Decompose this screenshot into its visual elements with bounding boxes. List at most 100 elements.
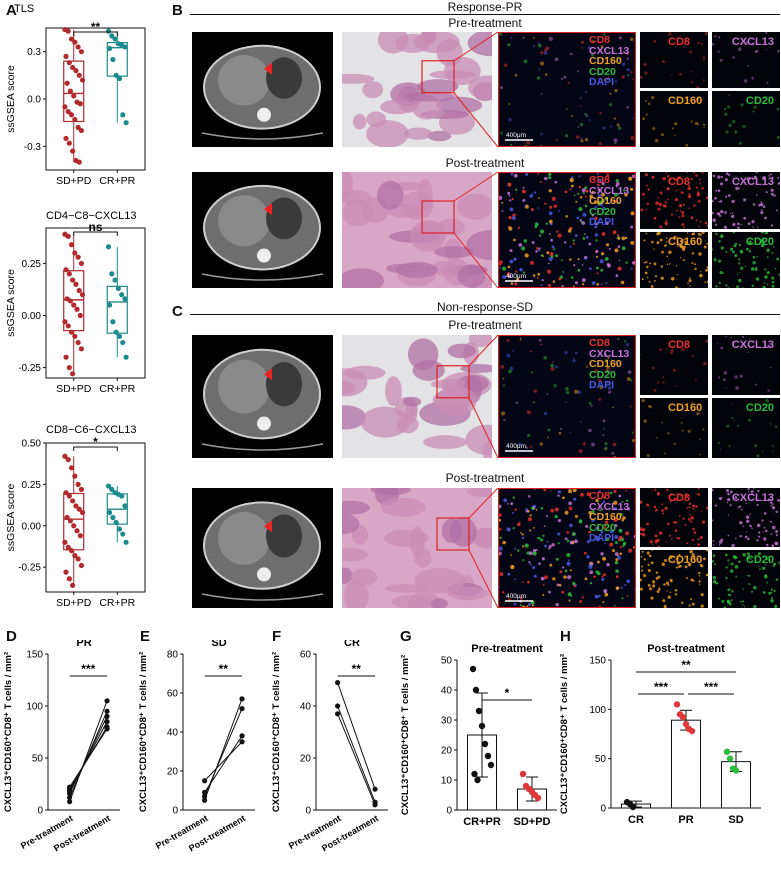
data-point bbox=[68, 465, 75, 471]
cell-dot bbox=[572, 239, 575, 242]
chart-title: CR bbox=[344, 640, 360, 649]
cell-dot bbox=[731, 199, 735, 204]
tissue-blob bbox=[416, 79, 459, 94]
data-point bbox=[62, 453, 68, 459]
cell-dot bbox=[502, 266, 507, 271]
cell-dot bbox=[577, 258, 580, 261]
cell-dot bbox=[581, 264, 584, 266]
data-point bbox=[79, 292, 86, 298]
cell-dot bbox=[662, 598, 666, 602]
cell-dot bbox=[569, 178, 574, 183]
cell-dot bbox=[761, 450, 764, 453]
cell-dot bbox=[540, 507, 544, 510]
he-stain-image bbox=[342, 488, 492, 608]
cell-dot bbox=[702, 557, 706, 560]
cell-dot bbox=[712, 544, 715, 546]
data-point bbox=[726, 755, 734, 762]
y-tick-label: 0.0 bbox=[27, 95, 41, 106]
cell-dot bbox=[719, 235, 721, 238]
cell-dot bbox=[682, 258, 685, 261]
data-point bbox=[682, 720, 690, 728]
cell-dot bbox=[573, 497, 577, 501]
cell-dot bbox=[586, 555, 590, 559]
cell-dot bbox=[605, 243, 610, 247]
cell-dot bbox=[706, 224, 708, 227]
cell-dot bbox=[608, 390, 612, 394]
cell-dot bbox=[588, 511, 593, 515]
cell-dot bbox=[599, 385, 603, 389]
cell-dot bbox=[670, 276, 675, 281]
y-axis-label: CXCL13⁺CD160⁺CD8⁺ T cells / mm² bbox=[559, 654, 570, 814]
data-point bbox=[66, 364, 72, 371]
cell-dot bbox=[558, 431, 562, 435]
x-tick-label: SD+PD bbox=[56, 383, 92, 395]
red-arrow-marker bbox=[264, 62, 272, 75]
cell-dot bbox=[569, 540, 574, 545]
cell-dot bbox=[735, 537, 737, 540]
cell-dot bbox=[689, 597, 692, 600]
cell-dot bbox=[683, 238, 685, 240]
significance-label: ** bbox=[91, 20, 101, 34]
cell-dot bbox=[669, 177, 672, 181]
tissue-blob bbox=[457, 193, 492, 220]
cell-dot bbox=[574, 514, 578, 518]
cell-dot bbox=[737, 222, 740, 226]
cell-dot bbox=[727, 286, 730, 288]
cell-dot bbox=[734, 130, 737, 133]
data-point bbox=[72, 333, 78, 339]
y-tick-label: 0 bbox=[37, 806, 43, 817]
cell-dot bbox=[509, 199, 512, 202]
cell-dot bbox=[775, 534, 778, 537]
data-point bbox=[72, 250, 78, 256]
y-tick-label: 40 bbox=[167, 728, 179, 739]
cell-dot bbox=[725, 576, 728, 579]
cell-dot bbox=[661, 509, 664, 512]
cell-dot bbox=[664, 205, 667, 208]
pair-line bbox=[69, 721, 108, 792]
cell-dot bbox=[651, 240, 654, 243]
cell-dot bbox=[648, 280, 651, 283]
cell-dot bbox=[630, 71, 633, 74]
cell-dot bbox=[670, 493, 673, 496]
chart-title: TLS bbox=[14, 3, 34, 15]
cell-dot bbox=[617, 266, 622, 271]
cell-dot bbox=[765, 191, 768, 194]
cell-dot bbox=[693, 531, 697, 534]
cell-dot bbox=[602, 556, 607, 561]
cell-dot bbox=[527, 433, 531, 437]
cell-dot bbox=[625, 489, 627, 492]
cell-dot bbox=[614, 524, 618, 528]
cell-dot bbox=[770, 598, 774, 603]
cell-dot bbox=[703, 245, 707, 248]
cell-dot bbox=[718, 200, 721, 203]
cell-dot bbox=[725, 565, 728, 569]
data-point bbox=[77, 533, 83, 539]
cell-dot bbox=[538, 562, 541, 565]
cell-dot bbox=[653, 39, 657, 43]
cell-dot bbox=[679, 243, 683, 247]
panel-letter-d: D bbox=[6, 628, 17, 645]
tissue-blob bbox=[466, 229, 492, 261]
cell-dot bbox=[746, 519, 750, 524]
cell-dot bbox=[558, 277, 562, 281]
data-point bbox=[66, 271, 72, 277]
cell-dot bbox=[767, 95, 769, 98]
cell-dot bbox=[544, 202, 547, 205]
cell-dot bbox=[656, 589, 660, 593]
cell-dot bbox=[697, 123, 700, 126]
cell-dot bbox=[666, 589, 668, 592]
cell-dot bbox=[723, 371, 728, 375]
cell-dot bbox=[506, 353, 511, 358]
cell-dot bbox=[644, 71, 648, 75]
cell-dot bbox=[503, 498, 508, 503]
significance-bracket bbox=[73, 31, 118, 36]
cell-dot bbox=[681, 214, 685, 218]
cell-dot bbox=[569, 431, 572, 434]
cell-dot bbox=[747, 556, 751, 560]
cell-dot bbox=[621, 597, 624, 600]
cell-dot bbox=[514, 73, 518, 77]
cell-dot bbox=[542, 255, 544, 257]
channel-label-cd8: CD8 bbox=[668, 492, 691, 504]
